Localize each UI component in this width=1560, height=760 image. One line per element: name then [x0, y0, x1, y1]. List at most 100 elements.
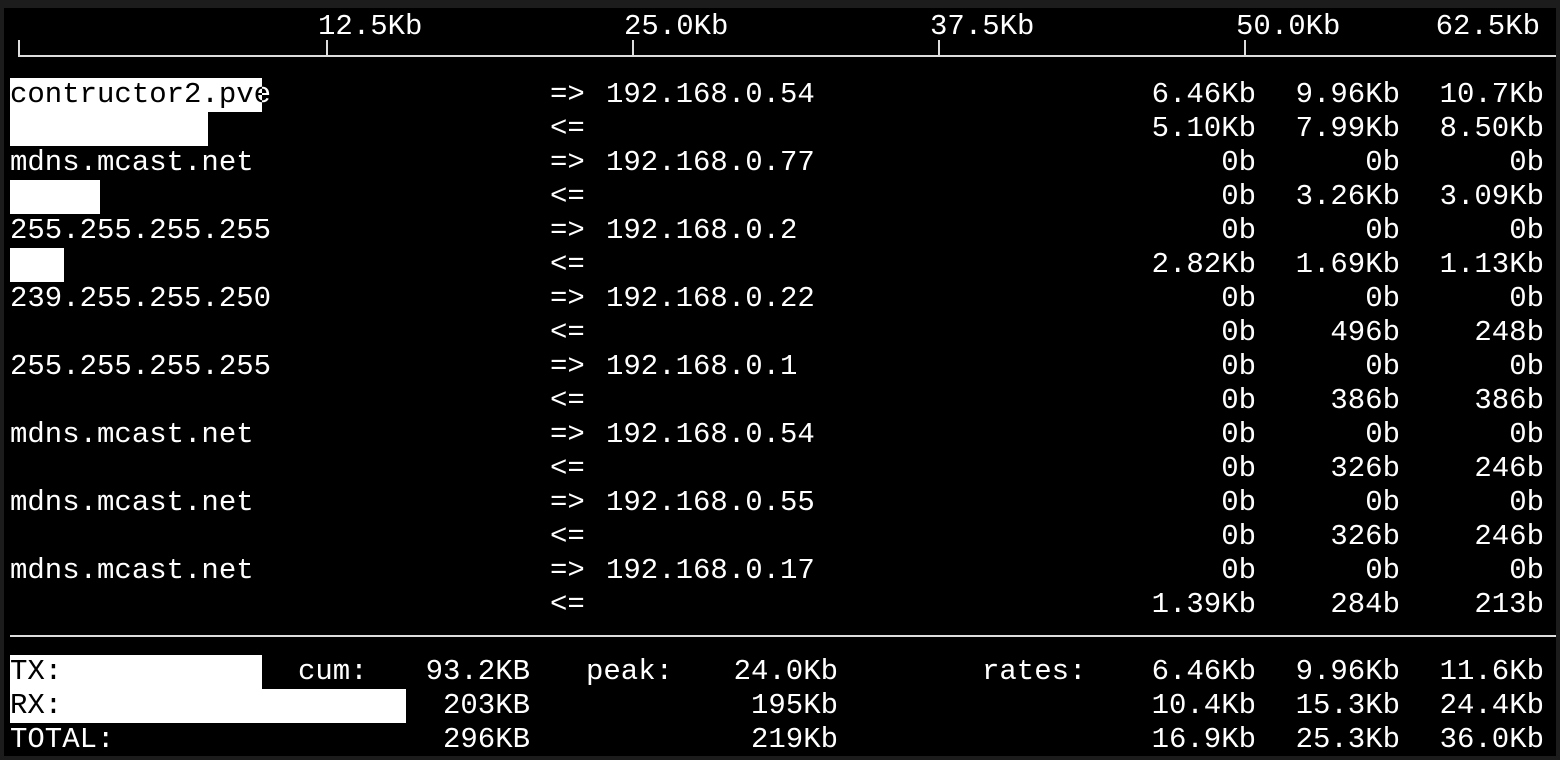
rx-rate: 246b [1474, 520, 1544, 553]
flow-arrow-out: => [550, 78, 585, 111]
cum-value: 296KB [442, 723, 530, 756]
peak-value: 219Kb [750, 723, 838, 756]
tx-rate: 0b [1221, 486, 1256, 519]
rx-bar [10, 112, 208, 146]
scale-axis-line [18, 55, 1556, 57]
peak-value: 195Kb [750, 689, 838, 722]
scale-tick [18, 40, 20, 56]
tx-rate: 0b [1365, 350, 1400, 383]
rx-rate: 1.39Kb [1151, 588, 1256, 621]
tx-rate: 9.96Kb [1295, 78, 1400, 111]
cum-label: cum: [298, 655, 368, 688]
tx-rate: 0b [1221, 146, 1256, 179]
scale-tick [938, 40, 940, 56]
tx-rate: 0b [1509, 418, 1544, 451]
rate-value: 9.96Kb [1295, 655, 1400, 688]
tx-rate: 0b [1365, 554, 1400, 587]
separator-line [10, 635, 1556, 637]
rx-rate: 1.69Kb [1295, 248, 1400, 281]
flow-arrow-out: => [550, 486, 585, 519]
flow-host: mdns.mcast.net [10, 554, 254, 587]
rx-rate: 0b [1221, 384, 1256, 417]
tx-rate: 0b [1221, 418, 1256, 451]
flow-dest: 192.168.0.77 [606, 146, 815, 179]
flow-dest: 192.168.0.54 [606, 418, 815, 451]
tx-rate: 0b [1221, 214, 1256, 247]
flow-host: mdns.mcast.net [10, 418, 254, 451]
flow-dest: 192.168.0.1 [606, 350, 798, 383]
flow-arrow-out: => [550, 418, 585, 451]
flow-arrow-out: => [550, 282, 585, 315]
flow-arrow-in: <= [550, 384, 585, 417]
flow-arrow-in: <= [550, 112, 585, 145]
tx-rate: 0b [1221, 350, 1256, 383]
rx-rate: 496b [1330, 316, 1400, 349]
flow-arrow-out: => [550, 554, 585, 587]
flow-arrow-in: <= [550, 248, 585, 281]
flow-dest: 192.168.0.55 [606, 486, 815, 519]
totals-bar [10, 655, 262, 689]
rx-rate: 0b [1221, 452, 1256, 485]
totals-label: TOTAL: [10, 723, 115, 756]
scale-tick-label: 25.0Kb [624, 10, 729, 43]
flow-arrow-in: <= [550, 588, 585, 621]
rx-bar [10, 180, 100, 214]
flow-dest: 192.168.0.2 [606, 214, 798, 247]
tx-rate: 0b [1365, 214, 1400, 247]
rx-rate: 0b [1221, 180, 1256, 213]
rx-rate: 3.09Kb [1439, 180, 1544, 213]
rx-rate: 0b [1221, 316, 1256, 349]
tx-rate: 10.7Kb [1439, 78, 1544, 111]
rate-value: 24.4Kb [1439, 689, 1544, 722]
flow-host: mdns.mcast.net [10, 486, 254, 519]
scale-tick-label: 12.5Kb [318, 10, 423, 43]
scale-tick-label: 37.5Kb [930, 10, 1035, 43]
tx-rate: 0b [1365, 486, 1400, 519]
rx-rate: 7.99Kb [1295, 112, 1400, 145]
rx-rate: 2.82Kb [1151, 248, 1256, 281]
scale-tick-label: 62.5Kb [1435, 10, 1540, 43]
rate-value: 10.4Kb [1151, 689, 1256, 722]
cum-value: 93.2KB [425, 655, 530, 688]
tx-rate: 0b [1221, 282, 1256, 315]
tx-rate: 0b [1509, 214, 1544, 247]
scale-tick-label: 50.0Kb [1236, 10, 1341, 43]
tx-rate: 0b [1509, 554, 1544, 587]
rx-rate: 326b [1330, 520, 1400, 553]
flow-arrow-out: => [550, 350, 585, 383]
flow-host: 239.255.255.250 [10, 282, 272, 315]
rx-rate: 1.13Kb [1439, 248, 1544, 281]
flow-arrow-in: <= [550, 520, 585, 553]
rate-value: 36.0Kb [1439, 723, 1544, 756]
rx-rate: 326b [1330, 452, 1400, 485]
flow-host: 255.255.255.255 [10, 214, 272, 247]
rx-rate: 8.50Kb [1439, 112, 1544, 145]
scale-tick [632, 40, 634, 56]
tx-bar [10, 78, 262, 112]
flow-dest: 192.168.0.17 [606, 554, 815, 587]
rx-rate: 0b [1221, 520, 1256, 553]
tx-rate: 0b [1509, 350, 1544, 383]
scale-tick [326, 40, 328, 56]
flow-arrow-in: <= [550, 180, 585, 213]
tx-rate: 6.46Kb [1151, 78, 1256, 111]
peak-value: 24.0Kb [733, 655, 838, 688]
totals-bar [10, 689, 406, 723]
rx-rate: 248b [1474, 316, 1544, 349]
rx-rate: 3.26Kb [1295, 180, 1400, 213]
rx-rate: 246b [1474, 452, 1544, 485]
rate-value: 25.3Kb [1295, 723, 1400, 756]
scale-tick [1244, 40, 1246, 56]
tx-rate: 0b [1365, 146, 1400, 179]
rate-value: 6.46Kb [1151, 655, 1256, 688]
tx-rate: 0b [1509, 282, 1544, 315]
rx-rate: 213b [1474, 588, 1544, 621]
tx-rate: 0b [1365, 282, 1400, 315]
flow-host: 255.255.255.255 [10, 350, 272, 383]
rx-rate: 386b [1474, 384, 1544, 417]
flow-dest: 192.168.0.54 [606, 78, 815, 111]
flow-arrow-out: => [550, 146, 585, 179]
peak-label: peak: [586, 655, 674, 688]
tx-rate: 0b [1365, 418, 1400, 451]
